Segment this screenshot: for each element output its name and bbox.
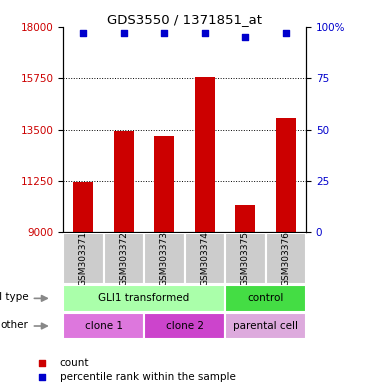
- Title: GDS3550 / 1371851_at: GDS3550 / 1371851_at: [107, 13, 262, 26]
- Text: control: control: [247, 293, 284, 303]
- Bar: [276, 118, 296, 232]
- Point: [39, 359, 45, 366]
- Text: cell type: cell type: [0, 292, 29, 302]
- Text: GSM303375: GSM303375: [241, 231, 250, 286]
- Text: clone 1: clone 1: [85, 321, 122, 331]
- Text: parental cell: parental cell: [233, 321, 298, 331]
- Bar: [63, 233, 104, 284]
- Bar: [225, 233, 266, 284]
- Bar: [154, 136, 174, 232]
- Text: other: other: [0, 319, 29, 330]
- Point: [161, 30, 167, 36]
- Text: GSM303371: GSM303371: [79, 231, 88, 286]
- Point: [242, 34, 248, 40]
- Text: percentile rank within the sample: percentile rank within the sample: [59, 372, 235, 382]
- Bar: [144, 233, 185, 284]
- Point: [39, 374, 45, 380]
- Bar: [104, 233, 144, 284]
- Bar: [266, 233, 306, 284]
- Text: GLI1 transformed: GLI1 transformed: [98, 293, 190, 303]
- Bar: [144, 313, 225, 339]
- Point: [81, 30, 86, 36]
- Bar: [185, 233, 225, 284]
- Point: [283, 30, 289, 36]
- Bar: [235, 205, 256, 232]
- Bar: [195, 77, 215, 232]
- Bar: [63, 285, 225, 312]
- Text: count: count: [59, 358, 89, 367]
- Bar: [73, 182, 93, 232]
- Text: GSM303376: GSM303376: [281, 231, 290, 286]
- Text: clone 2: clone 2: [165, 321, 204, 331]
- Point: [121, 30, 127, 36]
- Text: GSM303372: GSM303372: [119, 231, 128, 286]
- Bar: [63, 313, 144, 339]
- Bar: [225, 285, 306, 312]
- Text: GSM303374: GSM303374: [200, 231, 209, 286]
- Point: [202, 30, 208, 36]
- Bar: [114, 131, 134, 232]
- Bar: [225, 313, 306, 339]
- Text: GSM303373: GSM303373: [160, 231, 169, 286]
